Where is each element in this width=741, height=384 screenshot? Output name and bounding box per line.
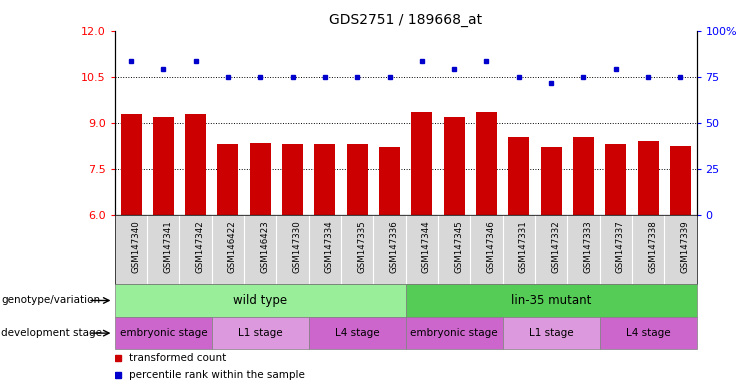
Text: development stage: development stage: [1, 328, 102, 338]
Text: GSM147342: GSM147342: [196, 220, 205, 273]
Text: L1 stage: L1 stage: [238, 328, 282, 338]
Bar: [217, 144, 239, 215]
Bar: [314, 144, 336, 215]
Text: GSM147335: GSM147335: [357, 220, 366, 273]
Text: GSM147340: GSM147340: [131, 220, 140, 273]
Text: GSM147339: GSM147339: [680, 220, 689, 273]
Bar: [212, 317, 309, 349]
Text: GSM147331: GSM147331: [519, 220, 528, 273]
Bar: [379, 147, 400, 215]
Bar: [444, 117, 465, 215]
Text: GSM146423: GSM146423: [260, 220, 269, 273]
Text: embryonic stage: embryonic stage: [411, 328, 498, 338]
Bar: [115, 284, 406, 317]
Bar: [637, 141, 659, 215]
Bar: [508, 137, 529, 215]
Text: GSM147341: GSM147341: [163, 220, 173, 273]
Text: transformed count: transformed count: [130, 353, 227, 363]
Text: GSM147334: GSM147334: [325, 220, 334, 273]
Text: GSM147333: GSM147333: [583, 220, 593, 273]
Bar: [406, 317, 502, 349]
Bar: [153, 117, 174, 215]
Text: L4 stage: L4 stage: [335, 328, 379, 338]
Text: GSM147346: GSM147346: [487, 220, 496, 273]
Bar: [406, 284, 697, 317]
Text: GSM147344: GSM147344: [422, 220, 431, 273]
Bar: [185, 114, 206, 215]
Bar: [541, 147, 562, 215]
Bar: [250, 143, 270, 215]
Bar: [121, 114, 142, 215]
Text: L4 stage: L4 stage: [625, 328, 671, 338]
Bar: [573, 137, 594, 215]
Text: GSM147338: GSM147338: [648, 220, 657, 273]
Text: GSM147337: GSM147337: [616, 220, 625, 273]
Text: GSM147345: GSM147345: [454, 220, 463, 273]
Text: wild type: wild type: [233, 294, 288, 307]
Text: genotype/variation: genotype/variation: [1, 295, 101, 306]
Text: GSM146422: GSM146422: [228, 220, 237, 273]
Bar: [347, 144, 368, 215]
Bar: [502, 317, 599, 349]
Bar: [282, 144, 303, 215]
Bar: [605, 144, 626, 215]
Bar: [670, 146, 691, 215]
Title: GDS2751 / 189668_at: GDS2751 / 189668_at: [329, 13, 482, 27]
Text: GSM147330: GSM147330: [293, 220, 302, 273]
Bar: [309, 317, 406, 349]
Text: percentile rank within the sample: percentile rank within the sample: [130, 370, 305, 381]
Bar: [115, 317, 212, 349]
Text: GSM147332: GSM147332: [551, 220, 560, 273]
Bar: [411, 112, 432, 215]
Text: L1 stage: L1 stage: [529, 328, 574, 338]
Bar: [599, 317, 697, 349]
Bar: [476, 112, 497, 215]
Text: lin-35 mutant: lin-35 mutant: [511, 294, 591, 307]
Text: embryonic stage: embryonic stage: [119, 328, 207, 338]
Text: GSM147336: GSM147336: [390, 220, 399, 273]
